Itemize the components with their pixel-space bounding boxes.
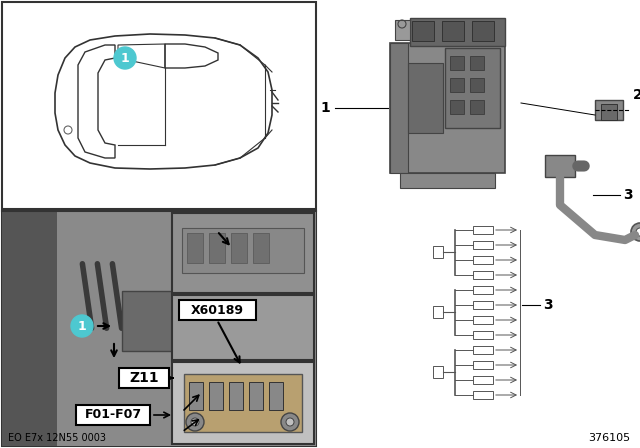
Bar [450,78,464,92]
Bar [473,361,493,369]
Text: 1: 1 [120,52,129,65]
Bar [209,233,225,263]
Bar [182,228,304,273]
FancyBboxPatch shape [119,368,169,388]
FancyArrowPatch shape [113,264,122,328]
Text: F01-F07: F01-F07 [84,409,141,422]
Bar [2,2,316,209]
Circle shape [114,47,136,69]
Bar [473,226,493,234]
Bar [2,211,316,446]
Text: 3: 3 [623,188,632,202]
Text: 376105: 376105 [588,433,630,443]
Bar [473,241,493,249]
Bar [187,233,203,263]
Circle shape [631,223,640,241]
Bar [408,63,443,133]
Text: 1: 1 [77,319,86,332]
Bar [473,286,493,294]
Circle shape [186,413,204,431]
Bar [400,173,495,188]
Circle shape [191,418,199,426]
Bar [57,211,316,446]
FancyBboxPatch shape [76,405,150,425]
Bar [473,376,493,384]
Bar [445,48,500,128]
Bar [433,306,443,319]
Bar [545,155,575,177]
Bar [189,382,203,410]
Bar [390,43,408,173]
Bar [122,291,202,351]
Bar [450,56,464,70]
Bar [269,382,283,410]
Bar [2,211,57,446]
Bar [450,100,464,114]
Bar [473,346,493,354]
FancyArrowPatch shape [97,264,107,328]
Circle shape [281,413,299,431]
Bar [601,104,617,120]
Bar [229,382,243,410]
Text: 1: 1 [320,101,330,115]
Circle shape [71,315,93,337]
Bar [390,43,505,173]
Bar [473,301,493,309]
Circle shape [286,418,294,426]
FancyArrowPatch shape [83,264,92,328]
Bar [395,20,410,40]
Text: Z11: Z11 [129,371,159,385]
Bar [433,246,443,258]
Bar [249,382,263,410]
Circle shape [636,228,640,236]
Bar [442,21,464,41]
Bar [410,18,505,46]
Bar [253,233,269,263]
Bar [595,100,623,120]
Bar [470,56,484,70]
Bar [473,256,493,264]
Bar [172,362,314,444]
Bar [473,271,493,279]
FancyBboxPatch shape [179,300,256,320]
Bar [470,100,484,114]
Bar [209,382,223,410]
Bar [473,331,493,339]
Bar [472,21,494,41]
Bar [470,78,484,92]
Bar [172,213,314,293]
Bar [433,366,443,379]
Text: 3: 3 [543,298,552,312]
Text: 2: 2 [633,88,640,102]
Bar [231,233,247,263]
Text: EO E7x 12N55 0003: EO E7x 12N55 0003 [8,433,106,443]
Text: X60189: X60189 [191,303,243,316]
Bar [172,295,314,360]
Bar [473,391,493,399]
Bar [473,316,493,324]
Bar [412,21,434,41]
Bar [184,374,302,432]
